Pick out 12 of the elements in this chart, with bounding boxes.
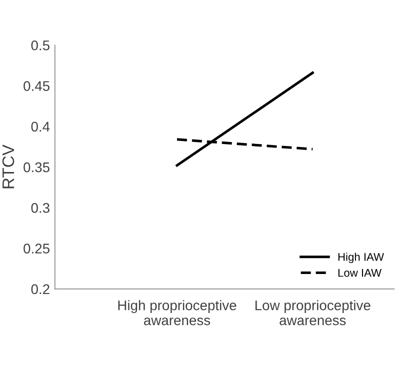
y-tick-label: 0.45 [24,81,50,91]
y-tick-label: 0.25 [24,244,50,254]
y-tick-label: 0.35 [24,162,50,172]
x-tick-label: High proprioceptive awareness [118,300,236,326]
legend-label: Low IAW [338,269,382,277]
y-tick-label: 0.4 [31,122,50,132]
x-tick-label: Low proprioceptive awareness [255,300,370,326]
y-tick-label: 0.3 [31,203,50,213]
y-tick-label: 0.2 [31,284,50,294]
legend-label: High IAW [338,252,384,264]
y-axis-title: RTCV [2,144,14,188]
y-tick-label: 0.5 [31,40,50,50]
